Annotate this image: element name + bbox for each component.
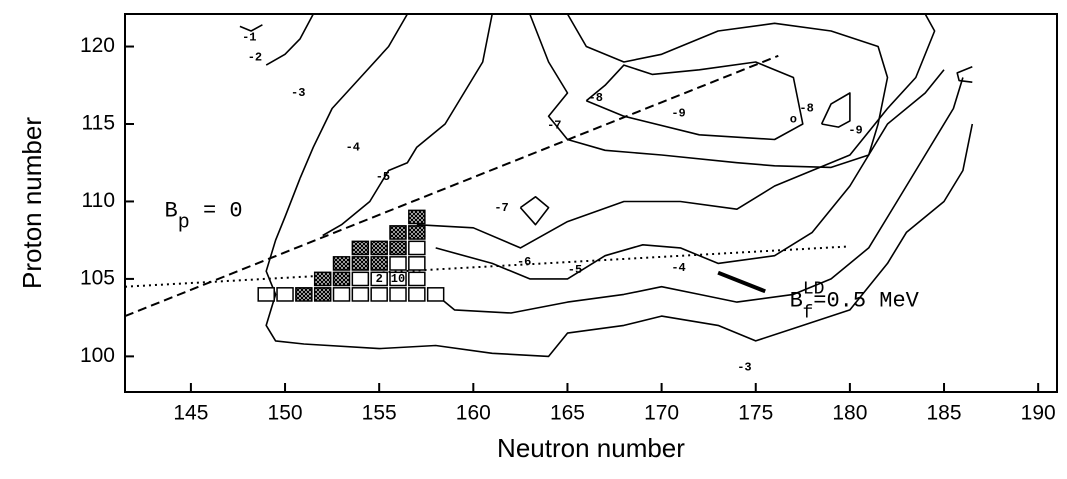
nucleus-square [408, 256, 426, 271]
contour-line [820, 92, 851, 128]
contour-label: -5 [376, 170, 390, 184]
contour-label: -4 [671, 261, 685, 275]
x-tick-label: 175 [738, 402, 773, 425]
y-tick-label: 120 [80, 34, 115, 57]
contour-label: -9 [848, 123, 862, 137]
contour-label: -4 [346, 140, 360, 154]
nucleus-square [257, 287, 275, 302]
nucleus-square [408, 271, 426, 287]
nucleus-square [276, 287, 294, 302]
contour-label: o [790, 113, 797, 127]
contour-line [416, 13, 936, 249]
contour-label: -8 [799, 102, 813, 116]
x-tick-label: 180 [832, 402, 867, 425]
bp-label: Bp = 0 [165, 199, 243, 235]
nucleus-square [408, 240, 426, 256]
bf-label-sup: LD [803, 279, 825, 299]
nucleus-square [408, 287, 426, 302]
x-tick-label: 170 [644, 402, 679, 425]
contour-label: -3 [737, 360, 751, 374]
bf-label-sub: f [802, 303, 813, 323]
contour-label: -6 [517, 255, 531, 269]
nucleus-square [332, 256, 351, 271]
x-tick-label: 190 [1021, 402, 1056, 425]
nucleus-square [351, 240, 370, 256]
x-tick-label: 150 [268, 402, 303, 425]
contour-line [529, 13, 889, 169]
nucleus-square [426, 287, 445, 302]
x-tick-label: 160 [456, 402, 491, 425]
y-tick-label: 100 [80, 344, 115, 367]
contour-label: -2 [248, 51, 262, 65]
nucleus-square [389, 287, 407, 302]
nucleus-square [332, 271, 351, 287]
nucleus-square [332, 287, 351, 302]
contour-line [435, 69, 945, 280]
contour-line [299, 13, 409, 179]
line-dashed [124, 54, 779, 318]
y-axis-label: Proton number [17, 117, 47, 289]
bf-label-main: B [790, 288, 803, 313]
contour-label: -5 [568, 263, 582, 277]
x-tick-label: 155 [362, 402, 397, 425]
contour-line [956, 65, 973, 83]
nucleus-square [351, 256, 370, 271]
contour-label: -3 [291, 86, 305, 100]
contour-line [322, 13, 493, 237]
nucleus-square [313, 287, 332, 302]
y-tick-label: 115 [82, 112, 115, 135]
nucleus-square [408, 225, 426, 240]
y-tick-label: 105 [80, 266, 115, 289]
contour-line [239, 24, 263, 32]
x-tick-label: 185 [927, 402, 962, 425]
nucleus-square [351, 271, 370, 287]
contour-line [435, 77, 964, 314]
contour-label: -1 [242, 30, 256, 44]
contour-label: -7 [547, 119, 561, 133]
nucleus-square [389, 256, 407, 271]
bf-label-rest: =0.5 MeV [813, 288, 919, 313]
nucleus-square [389, 271, 407, 287]
nucleus-square [313, 271, 332, 287]
nucleus-square [370, 256, 388, 271]
contour-label: -8 [589, 91, 603, 105]
bp-label-main: B [165, 199, 178, 224]
line-dotted [124, 245, 850, 288]
nucleus-square [370, 240, 388, 256]
nucleus-square [389, 225, 407, 240]
contour-label: 10 [391, 272, 405, 286]
contour-label: -9 [671, 106, 685, 120]
bf-label: BLD f=0.5 MeV [790, 279, 920, 323]
nucleus-square [295, 287, 313, 302]
plot-frame [124, 13, 1058, 393]
contour-line [519, 196, 550, 226]
nucleus-square [351, 287, 370, 302]
x-tick-label: 145 [173, 402, 208, 425]
nucleus-square [370, 271, 388, 287]
contour-label: -7 [494, 201, 508, 215]
line-thick [717, 270, 766, 294]
x-axis-label: Neutron number [497, 433, 685, 463]
x-tick-label: 165 [550, 402, 585, 425]
contour-line [265, 13, 315, 66]
nucleus-square [389, 240, 407, 256]
y-tick-label: 110 [82, 189, 115, 212]
contour-label: 2 [376, 272, 383, 286]
contour-line [585, 61, 804, 141]
nucleus-square [370, 287, 388, 302]
nucleus-square [408, 209, 426, 225]
bp-label-rest: = 0 [190, 199, 243, 224]
bp-label-sub: p [178, 212, 190, 235]
